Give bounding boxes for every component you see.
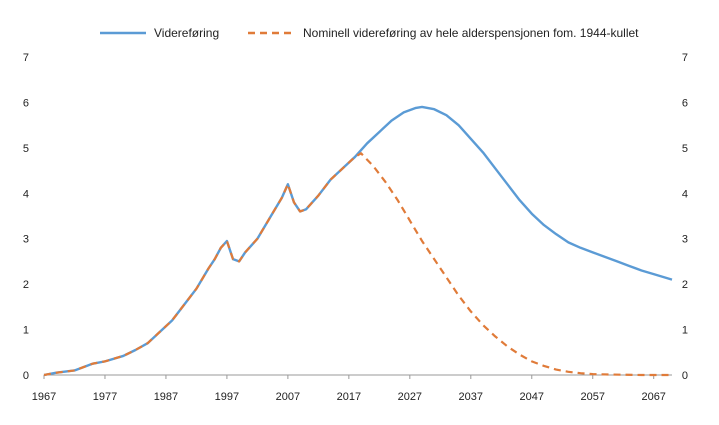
y-tick-label-right: 2 bbox=[682, 279, 688, 291]
x-tick-label: 2007 bbox=[276, 391, 300, 403]
y-tick-label-right: 5 bbox=[682, 143, 688, 155]
y-tick-label-right: 0 bbox=[682, 370, 688, 382]
y-tick-label-right: 4 bbox=[682, 188, 688, 200]
y-tick-label-right: 1 bbox=[682, 325, 688, 337]
plot-area bbox=[43, 105, 673, 377]
x-tick-label: 2057 bbox=[580, 391, 604, 403]
legend: Videreføring Nominell videreføring av he… bbox=[100, 26, 639, 40]
x-tick-label: 2047 bbox=[520, 391, 544, 403]
x-tick-label: 2017 bbox=[337, 391, 361, 403]
x-tick-label: 1977 bbox=[93, 391, 117, 403]
legend-label-videreforing: Videreføring bbox=[154, 26, 219, 40]
series-line-0 bbox=[43, 105, 673, 377]
x-tick-label: 2027 bbox=[398, 391, 422, 403]
legend-label-nominell: Nominell videreføring av hele alderspens… bbox=[303, 26, 639, 40]
y-tick-label-right: 3 bbox=[682, 234, 688, 246]
y-tick-label-left: 4 bbox=[23, 188, 29, 200]
y-tick-label-left: 5 bbox=[23, 143, 29, 155]
x-tick-label: 1967 bbox=[32, 391, 56, 403]
x-tick-label: 1987 bbox=[154, 391, 178, 403]
axes: 1967 1977 1987 1997 2007 2017 2027 2037 2047 2057… bbox=[23, 52, 688, 403]
y-tick-label-left: 7 bbox=[23, 52, 29, 64]
y-tick-label-right: 6 bbox=[682, 97, 688, 109]
y-tick-label-left: 2 bbox=[23, 279, 29, 291]
y-tick-label-left: 6 bbox=[23, 97, 29, 109]
x-tick-label: 1997 bbox=[215, 391, 239, 403]
y-tick-label-left: 1 bbox=[23, 325, 29, 337]
y-tick-label-right: 7 bbox=[682, 52, 688, 64]
x-tick-label: 2037 bbox=[459, 391, 483, 403]
y-tick-label-left: 3 bbox=[23, 234, 29, 246]
x-tick-label: 2067 bbox=[641, 391, 665, 403]
y-tick-label-left: 0 bbox=[23, 370, 29, 382]
series-line-1 bbox=[43, 152, 672, 377]
